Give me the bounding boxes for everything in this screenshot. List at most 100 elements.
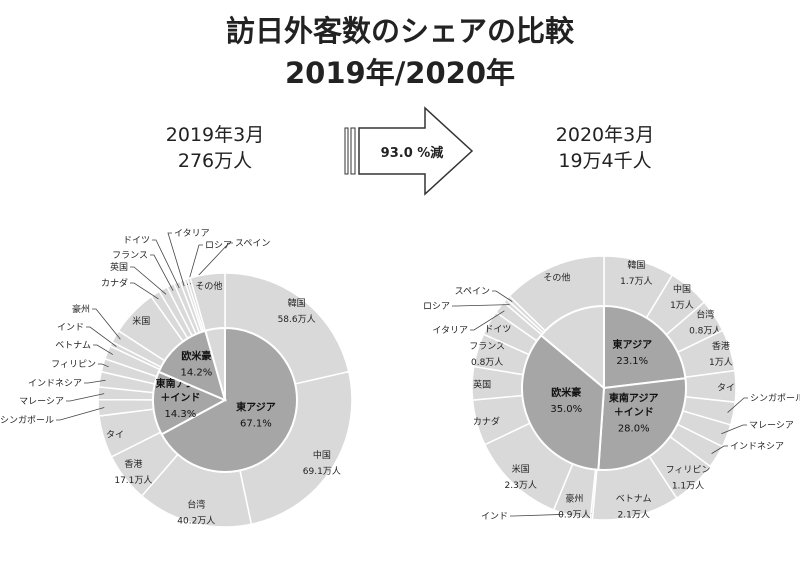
inner-share: 67.1% bbox=[240, 418, 272, 429]
outer-label: その他 bbox=[195, 280, 222, 292]
outer-amount: 40.2万人 bbox=[177, 515, 215, 526]
outer-label: ベトナム bbox=[616, 493, 652, 504]
leader-line bbox=[470, 310, 505, 331]
outer-label: 豪州 bbox=[565, 492, 583, 504]
leader-line bbox=[56, 407, 105, 421]
period-2019-month: 2019年3月 bbox=[165, 124, 265, 146]
outer-label: マレーシア bbox=[19, 397, 64, 407]
inner-label: 東アジア bbox=[236, 400, 276, 413]
inner-share: 35.0% bbox=[550, 404, 582, 415]
outer-label: その他 bbox=[543, 272, 570, 284]
outer-label: ドイツ bbox=[123, 236, 150, 246]
leader-line bbox=[721, 424, 747, 435]
leader-line bbox=[150, 254, 174, 291]
leader-line bbox=[130, 282, 159, 300]
outer-amount: 0.8万人 bbox=[689, 326, 721, 337]
inner-label: 欧米豪 bbox=[551, 386, 581, 399]
leader-line bbox=[187, 244, 203, 286]
outer-label: 米国 bbox=[132, 315, 150, 327]
outer-amount: 2.3万人 bbox=[505, 480, 537, 491]
outer-label: フランス bbox=[112, 250, 148, 261]
inner-slice-shape bbox=[597, 377, 687, 471]
inner-slice-1: 東南アジア ＋インド 28.0% bbox=[597, 377, 687, 471]
inner-share: 14.3% bbox=[165, 409, 197, 420]
outer-label: 豪州 bbox=[72, 303, 90, 315]
outer-label: イタリア bbox=[174, 228, 210, 239]
period-2019-total: 276万人 bbox=[177, 150, 253, 172]
leader-line bbox=[92, 308, 121, 340]
outer-label: インド bbox=[57, 323, 84, 333]
outer-label: スペイン bbox=[455, 287, 490, 297]
outer-label: 中国 bbox=[673, 283, 691, 295]
period-2020-month: 2020年3月 bbox=[555, 124, 655, 146]
inner-slice-shape bbox=[204, 326, 226, 401]
inner-label: 東アジア bbox=[612, 338, 652, 351]
outer-amount: 2.1万人 bbox=[618, 509, 650, 520]
inner-share: 14.2% bbox=[181, 368, 213, 379]
outer-slice-3: 香港 17.1万人 bbox=[110, 431, 179, 498]
leader-line bbox=[84, 379, 106, 384]
outer-label: インド bbox=[481, 512, 508, 522]
inner-slice-shape bbox=[521, 333, 606, 471]
chart-title: 訪日外客数のシェアの比較 bbox=[225, 14, 574, 48]
inner-slice-shape bbox=[152, 370, 228, 436]
leader-line bbox=[492, 290, 513, 302]
leader-line bbox=[167, 232, 185, 287]
outer-label: 香港 bbox=[124, 458, 142, 470]
inner-slice-3 bbox=[539, 304, 605, 391]
outer-label: スペイン bbox=[235, 239, 270, 249]
outer-label: タイ bbox=[717, 383, 735, 394]
leader-line bbox=[98, 363, 109, 368]
leader-line bbox=[727, 397, 748, 413]
leader-line bbox=[66, 393, 105, 402]
decrease-label: 93.0 %減 bbox=[381, 145, 444, 161]
outer-amount: 1万人 bbox=[709, 357, 733, 368]
leader-line bbox=[93, 344, 114, 355]
inner-slice-3 bbox=[204, 326, 226, 401]
leader-line bbox=[86, 326, 117, 347]
inner-slice-2: 欧米豪 14.2% bbox=[157, 329, 227, 402]
outer-label: タイ bbox=[106, 429, 124, 440]
inner-slice-shape bbox=[160, 326, 298, 473]
inner-slice-0: 東アジア 23.1% bbox=[603, 304, 687, 390]
outer-amount: 1.7万人 bbox=[620, 276, 652, 287]
outer-label: 台湾 bbox=[187, 498, 205, 510]
outer-amount: 1.1万人 bbox=[672, 480, 704, 491]
outer-amount: 0.8万人 bbox=[471, 357, 503, 368]
inner-slice-2: 欧米豪 35.0% bbox=[521, 333, 606, 471]
outer-amount: 0.9万人 bbox=[558, 509, 590, 520]
outer-label: ロシア bbox=[423, 302, 450, 312]
inner-slice-shape bbox=[539, 304, 605, 391]
outer-label: 英国 bbox=[110, 261, 128, 273]
inner-slice-shape bbox=[157, 329, 227, 402]
outer-label: フィリピン bbox=[666, 464, 711, 475]
leader-line bbox=[152, 239, 180, 289]
outer-label: カナダ bbox=[101, 277, 128, 289]
period-2020-total: 19万4千人 bbox=[558, 150, 652, 172]
outer-label: フランス bbox=[469, 341, 505, 352]
outer-slice-1: 中国 69.1万人 bbox=[239, 370, 353, 526]
outer-amount: 69.1万人 bbox=[303, 466, 341, 477]
inner-slice-shape bbox=[603, 304, 687, 390]
inner-share: 23.1% bbox=[616, 356, 648, 367]
inner-share: 28.0% bbox=[618, 423, 650, 434]
outer-label: インドネシア bbox=[730, 441, 784, 452]
outer-label: 韓国 bbox=[288, 298, 306, 309]
outer-label: イタリア bbox=[432, 325, 468, 336]
outer-label: 台湾 bbox=[696, 309, 714, 321]
outer-amount: 1万人 bbox=[670, 300, 694, 311]
outer-label: インドネシア bbox=[28, 378, 82, 389]
inner-label: 東南アジア bbox=[609, 391, 659, 404]
outer-label: ベトナム bbox=[55, 340, 91, 351]
outer-amount: 17.1万人 bbox=[114, 475, 152, 486]
period-2020: 2020年3月 19万4千人 bbox=[505, 122, 705, 174]
outer-label: シンガポール bbox=[0, 415, 54, 426]
outer-amount: 58.6万人 bbox=[278, 314, 316, 325]
inner-label: 欧米豪 bbox=[181, 350, 211, 363]
inner-slice-0: 東アジア 67.1% bbox=[160, 326, 298, 473]
outer-label: 韓国 bbox=[627, 260, 645, 271]
leader-line bbox=[452, 304, 510, 307]
pie-2020: 韓国1.7万人中国1万人台湾0.8万人香港1万人タイシンガポールマレーシアインド… bbox=[423, 255, 800, 522]
